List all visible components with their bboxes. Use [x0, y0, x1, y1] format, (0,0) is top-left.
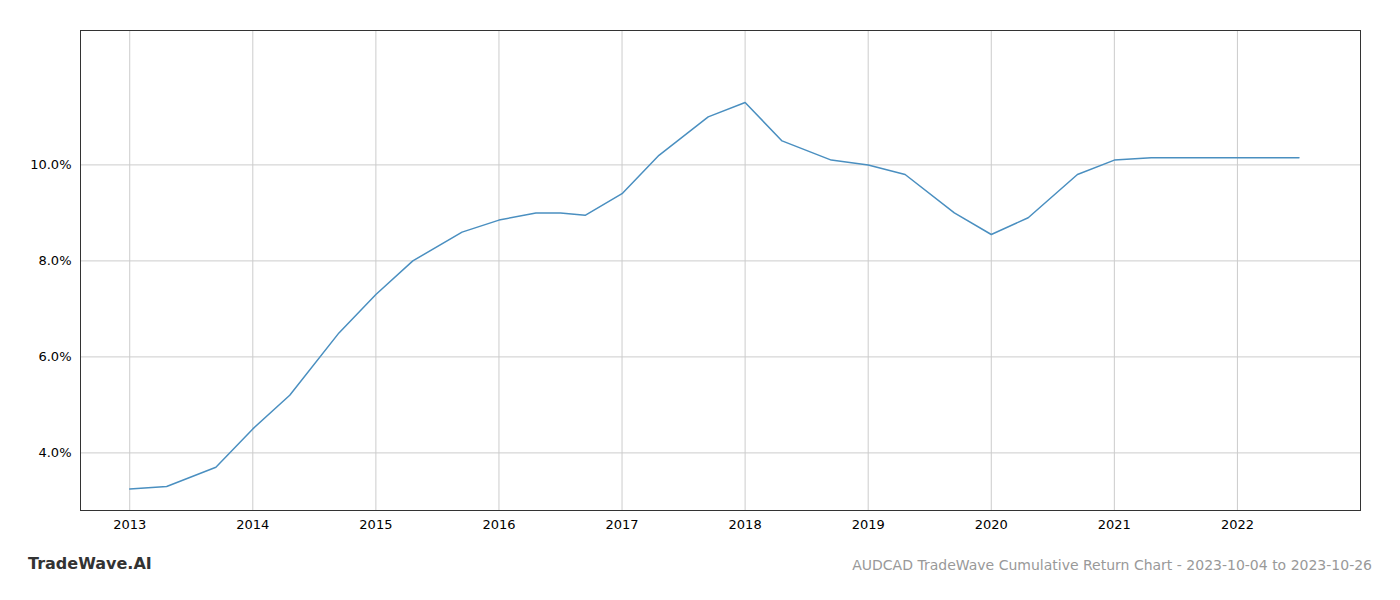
svg-text:2022: 2022	[1221, 517, 1254, 532]
svg-text:2014: 2014	[236, 517, 269, 532]
svg-text:2021: 2021	[1098, 517, 1131, 532]
svg-text:8.0%: 8.0%	[38, 253, 71, 268]
svg-text:2018: 2018	[729, 517, 762, 532]
svg-text:6.0%: 6.0%	[38, 349, 71, 364]
svg-text:2017: 2017	[605, 517, 638, 532]
svg-text:2019: 2019	[852, 517, 885, 532]
svg-text:4.0%: 4.0%	[38, 445, 71, 460]
html-text:AUDCAD TradeWave Cumulative Re: AUDCAD TradeWave Cumulative Return Chart…	[852, 557, 1372, 573]
svg-text:2016: 2016	[482, 517, 515, 532]
svg-text:2020: 2020	[975, 517, 1008, 532]
svg-text:2015: 2015	[359, 517, 392, 532]
svg-text:2013: 2013	[113, 517, 146, 532]
svg-text:10.0%: 10.0%	[30, 157, 71, 172]
html-text:TradeWave.AI: TradeWave.AI	[28, 554, 152, 573]
